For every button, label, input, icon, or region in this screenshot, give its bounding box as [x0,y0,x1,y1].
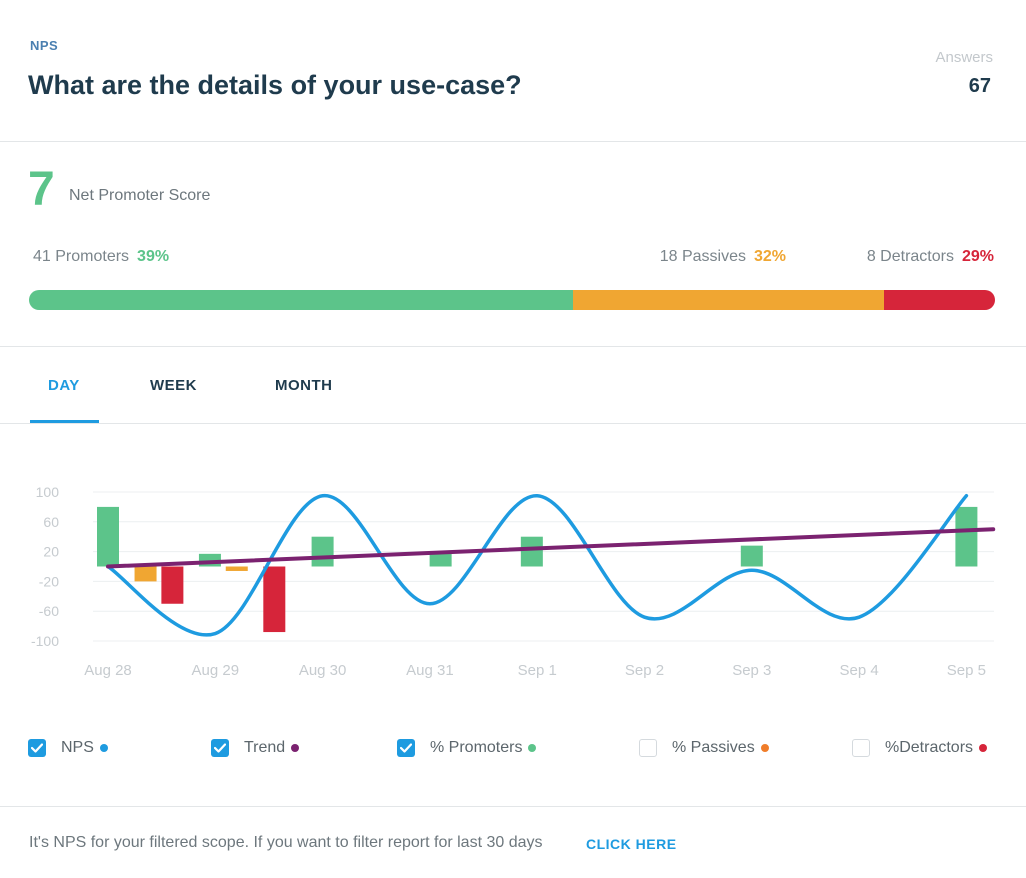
legend-trend[interactable]: Trend [211,738,300,758]
detractors-color-dot [979,744,988,752]
x-tick-label: Sep 1 [518,662,557,679]
passives-color-dot [760,744,769,752]
tab-day[interactable]: DAY [48,377,80,394]
y-tick-label: -100 [31,633,59,649]
passives-percent: 32% [753,248,786,265]
y-tick-label: -60 [39,603,59,619]
detractors-percent: 29% [961,248,994,265]
promoters-count: 41 Promoters [33,248,130,265]
x-tick-label: Sep 4 [839,662,878,679]
x-tick-label: Aug 31 [406,662,454,679]
legend-promoters-label: % Promoters [430,739,523,756]
legend-nps[interactable]: NPS [28,738,108,758]
detractors-segment [883,290,995,310]
answers-count: 67 [968,75,991,97]
nps-score-label: Net Promoter Score [69,187,211,204]
passives-segment [572,290,884,310]
detractors-count: 8 Detractors [866,248,954,265]
x-tick-label: Sep 2 [625,662,664,679]
promoters-stat: 41 Promoters 39% [33,248,169,266]
question-title: What are the details of your use-case? [28,70,522,100]
bar-promoters [740,545,763,567]
bar-detractors [161,566,184,604]
bar-promoters [311,536,334,567]
passives-stat: 18 Passives 32% [660,248,786,266]
bar-promoters [520,536,543,567]
legend-detractors-label: %Detractors [885,739,974,756]
footer-hint-text: It's NPS for your filtered scope. If you… [29,834,543,851]
trend-color-dot [291,744,300,752]
legend-trend-label: Trend [244,739,286,756]
trend-line [106,527,996,569]
y-tick-label: 100 [36,484,60,500]
x-tick-label: Sep 5 [947,662,986,679]
tab-week[interactable]: WEEK [150,377,197,394]
nps-checkbox[interactable] [28,739,46,757]
y-tick-label: 20 [43,544,59,560]
question-header: NPS What are the details of your use-cas… [0,0,1026,142]
legend-detractors[interactable]: %Detractors [852,738,988,758]
legend-nps-label: NPS [61,739,94,756]
question-type-label: NPS [30,38,59,53]
nps-chart: 100 60 20 -20 -60 -100 Aug 28 Aug 29 Aug 30 Aug 3… [0,425,1026,700]
nps-score-section: 7 Net Promoter Score 41 Promoters 39% 18 … [0,142,1026,347]
click-here-link[interactable]: CLICK HERE [586,836,677,852]
bar-passives [134,566,157,582]
promoters-percent: 39% [137,248,170,265]
detractors-stat: 8 Detractors 29% [867,248,994,266]
detractors-checkbox[interactable] [852,739,870,757]
footer: It's NPS for your filtered scope. If you… [0,806,1026,878]
passives-count: 18 Passives [659,248,746,265]
bar-promoters [955,506,978,567]
nps-chart-svg: 100 60 20 -20 -60 -100 Aug 28 Aug 29 Aug 30 Aug 3… [31,484,996,679]
x-tick-label: Aug 29 [192,662,240,679]
legend-promoters[interactable]: % Promoters [397,738,537,758]
answers-label: Answers [935,49,993,66]
bar-promoters [429,551,452,567]
bar-promoters [97,506,119,567]
chart-legend: NPS Trend % Promoters % Passives %Detrac… [0,730,1026,770]
promoters-checkbox[interactable] [397,739,415,757]
trend-checkbox[interactable] [211,739,229,757]
period-tabs: DAY WEEK MONTH [0,347,1026,424]
x-tick-label: Aug 30 [299,662,347,679]
nps-line [106,493,969,637]
tab-month[interactable]: MONTH [275,377,333,394]
y-tick-label: -20 [39,573,59,589]
x-tick-label: Sep 3 [732,662,771,679]
passives-checkbox[interactable] [639,739,657,757]
nps-color-dot [99,744,108,752]
promoters-color-dot [528,744,537,752]
promoters-segment [29,290,573,310]
nps-score-value: 7 [28,163,55,216]
y-tick-label: 60 [43,514,59,530]
bar-passives [225,566,248,571]
x-tick-label: Aug 28 [84,662,132,679]
legend-passives-label: % Passives [672,739,755,756]
bar-detractors [263,566,286,633]
active-tab-indicator [30,420,99,423]
nps-distribution-bar [29,290,995,310]
legend-passives[interactable]: % Passives [639,738,769,758]
